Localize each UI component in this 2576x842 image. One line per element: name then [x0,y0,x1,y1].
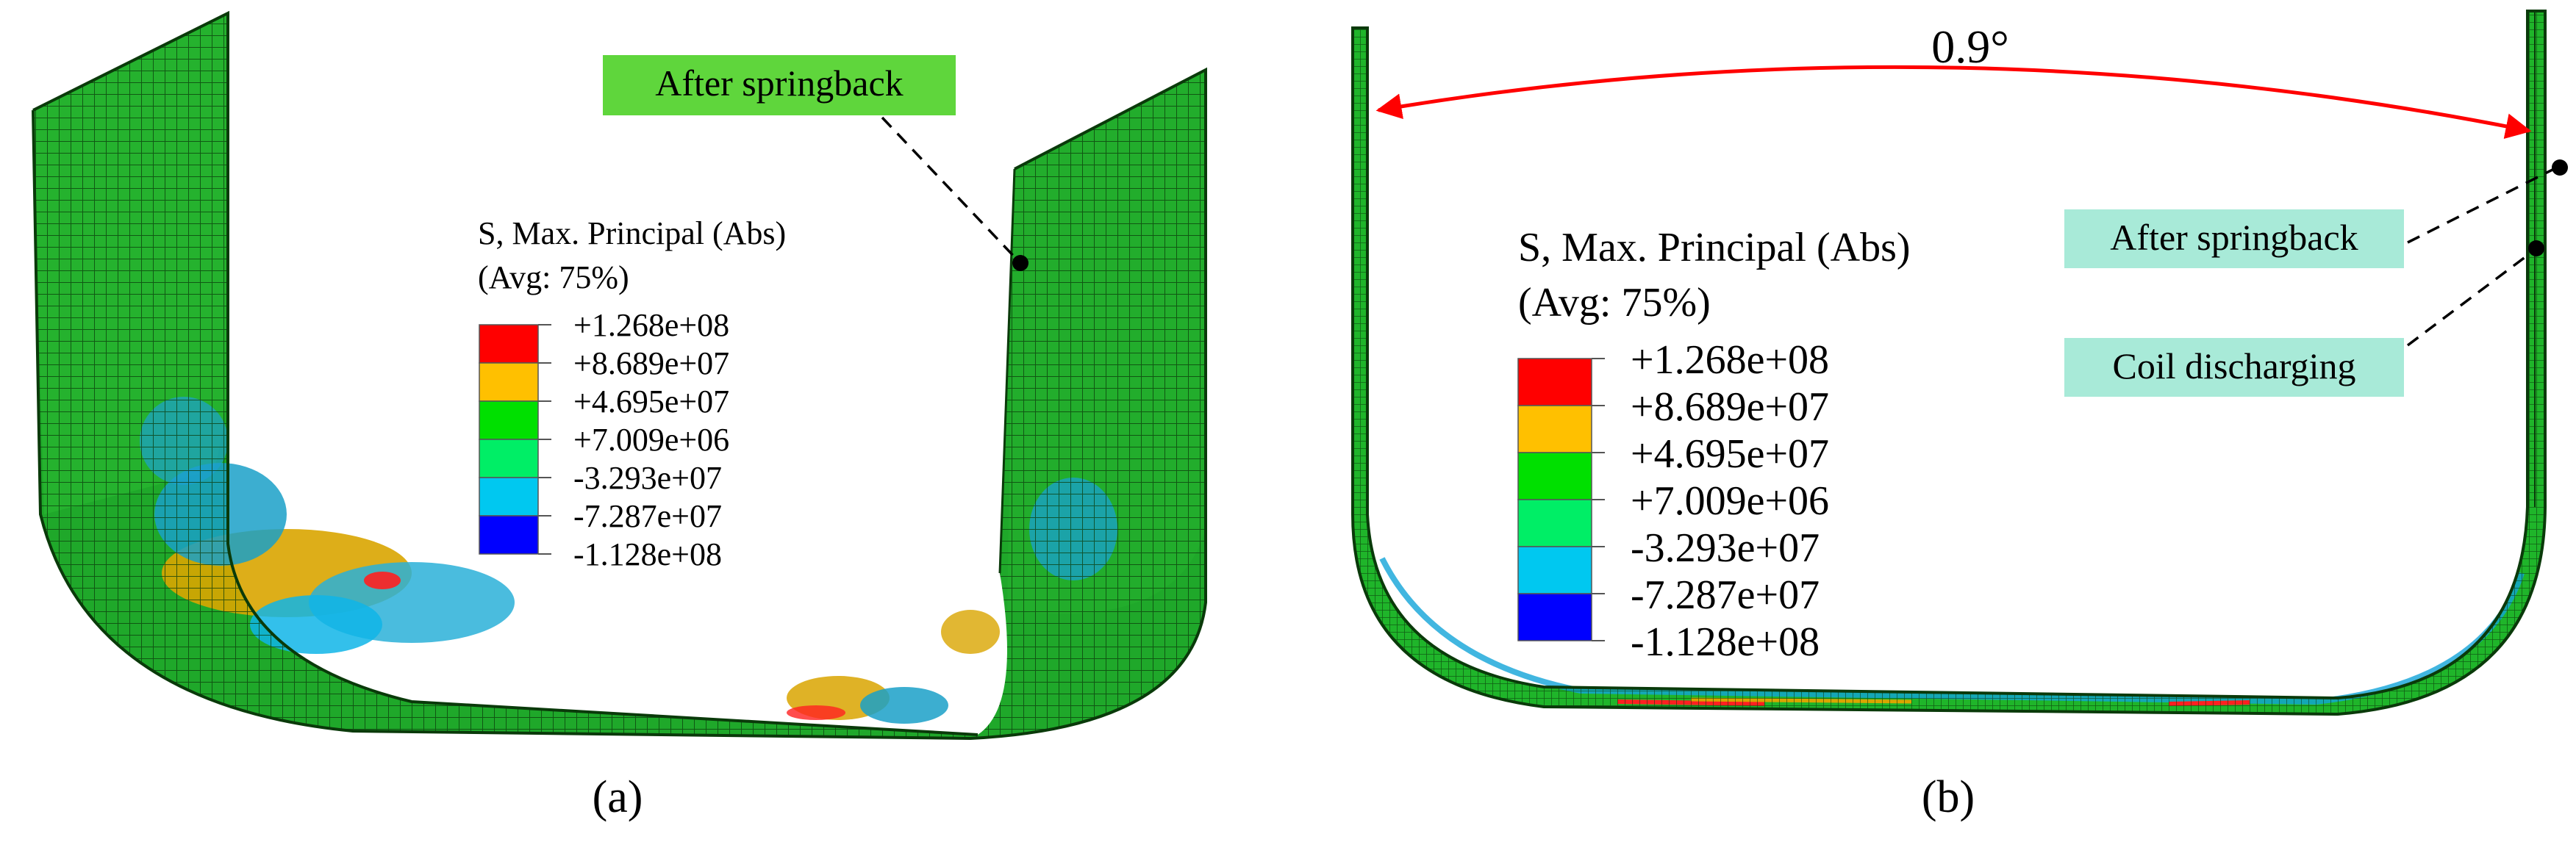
callout-label-bg [603,55,956,115]
panel-b: 0.9° After springback Coil discharging S… [1351,10,2568,822]
legend-value: +8.689e+07 [1631,384,1829,430]
callout-after-springback-b: After springback [2064,159,2568,268]
legend-swatch [1517,546,1592,594]
angle-label: 0.9° [1931,21,2009,73]
legend-value: -1.128e+08 [573,536,722,572]
legend-swatch [1517,405,1592,453]
callout-point [2528,240,2544,256]
legend-title: S, Max. Principal (Abs) [1518,225,1911,270]
callout-after-springback-a: After springback [603,55,1028,271]
callout-point [1012,255,1028,271]
callout-point [2552,159,2568,176]
callout-label: Coil discharging [2112,345,2355,386]
callout-label-bg [2064,209,2404,268]
legend-title: S, Max. Principal (Abs) [478,215,786,251]
legend-swatch [1517,593,1592,641]
legend-swatch [1517,499,1592,547]
legend-value: +4.695e+07 [1631,431,1829,477]
formed-part-cross-section [1351,10,2547,716]
legend-a: S, Max. Principal (Abs) (Avg: 75%) +1.26… [478,215,786,572]
panel-a: After springback S, Max. Principal (Abs)… [32,10,1207,822]
legend-subtitle: (Avg: 75%) [478,259,629,295]
legend-swatch [1517,452,1592,500]
legend-b: S, Max. Principal (Abs) (Avg: 75%) +1.26… [1517,225,1911,665]
legend-value: +7.009e+06 [1631,478,1829,524]
legend-swatches [479,324,551,555]
legend-swatch [479,477,539,517]
formed-part-3d-mesh [32,10,1207,741]
springback-angle-indicator: 0.9° [1375,21,2532,139]
panel-label-a: (a) [593,772,643,822]
legend-value: +1.268e+08 [573,307,729,343]
legend-value: -1.128e+08 [1631,619,1820,665]
legend-value: -7.287e+07 [1631,572,1820,618]
callout-label-bg [2064,338,2404,397]
legend-swatch [479,400,539,440]
legend-subtitle: (Avg: 75%) [1518,280,1711,325]
legend-value: -3.293e+07 [573,460,722,496]
legend-swatch [479,324,539,364]
callout-leader [2407,166,2558,244]
legend-value: +8.689e+07 [573,345,729,381]
callout-coil-discharging: Coil discharging [2064,240,2544,397]
legend-swatch [479,362,539,402]
legend-value: -3.293e+07 [1631,525,1820,571]
callout-label: After springback [2110,217,2358,258]
legend-value: +1.268e+08 [1631,337,1829,383]
angle-arc [1375,65,2532,139]
callout-label: After springback [655,62,903,104]
callout-leader [881,116,1020,262]
legend-value: +4.695e+07 [573,384,729,420]
legend-swatches [1517,358,1605,641]
legend-values: +1.268e+08 +8.689e+07 +4.695e+07 +7.009e… [1631,337,1829,665]
legend-values: +1.268e+08 +8.689e+07 +4.695e+07 +7.009e… [573,307,729,572]
legend-swatch [1517,358,1592,406]
callout-leader [2406,248,2536,347]
legend-value: +7.009e+06 [573,422,729,458]
legend-swatch [479,439,539,478]
panel-label-b: (b) [1922,772,1975,822]
legend-value: -7.287e+07 [573,498,722,534]
legend-swatch [479,515,539,555]
